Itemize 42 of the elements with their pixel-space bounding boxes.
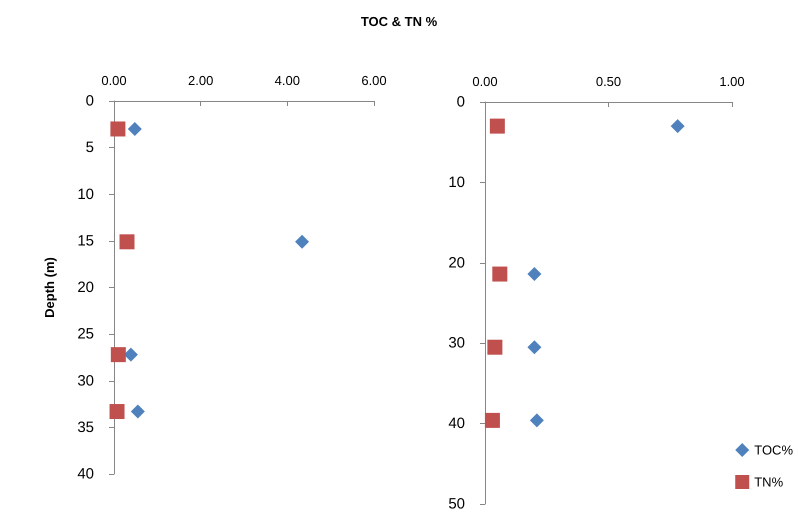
point [128,122,142,136]
point [110,121,126,136]
x-tick-label: 1.00 [719,74,745,89]
y-tick-label: 10 [448,174,465,191]
y-tick-label: 5 [86,139,94,156]
y-tick-label: 0 [86,92,94,110]
y-tick-label: 15 [77,232,94,250]
x-tick-label: 0.50 [596,74,622,89]
x-tick-label: 4.00 [274,73,300,88]
point [295,234,310,249]
point [120,234,134,250]
legend-label: TN% [754,474,784,490]
y-tick-label: 40 [448,415,465,432]
point [110,404,125,420]
y-tick-label: 10 [77,186,94,203]
y-tick-label: 30 [77,372,94,390]
y-tick-label: 40 [77,466,94,482]
y-tick-label: 20 [448,254,465,272]
point [527,267,542,282]
x-tick-label: 0.00 [101,73,127,88]
point [527,340,542,354]
chart-title: TOC & TN % [360,14,438,29]
point [492,266,508,282]
point [487,340,502,355]
y-tick-label: 35 [77,418,94,436]
point [490,118,505,134]
legend-label: TOC% [754,442,794,458]
x-tick-label: 0.00 [472,74,498,89]
point [530,413,544,428]
y-axis-title: Depth (m) [42,257,57,318]
x-tick-label: 2.00 [188,73,214,88]
point [670,119,685,134]
y-tick-label: 20 [77,279,94,296]
y-tick-label: 50 [448,496,465,512]
x-tick-label: 6.00 [361,73,387,88]
y-tick-label: 0 [456,94,465,110]
point [484,412,500,428]
point [110,347,126,362]
point [130,404,145,419]
point [124,348,138,362]
y-tick-label: 30 [448,334,465,352]
y-tick-label: 25 [77,326,94,343]
